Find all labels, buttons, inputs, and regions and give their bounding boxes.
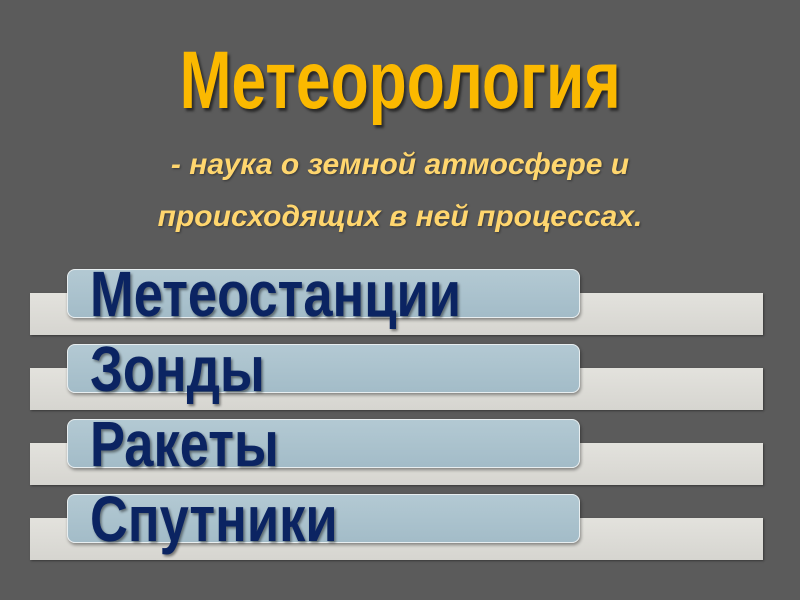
list-item: Ракеты	[67, 412, 580, 476]
list-item-label: Метеостанции	[90, 258, 462, 330]
subtitle-line-2: происходящих в ней процессах.	[157, 200, 643, 233]
subtitle-line-1: - наука о земной атмосфере и	[170, 148, 630, 181]
slide-title: Метеорология	[0, 34, 800, 128]
list-item-label: Спутники	[90, 483, 338, 555]
list-item-label: Ракеты	[90, 408, 279, 480]
slide-title-text: Метеорология	[179, 35, 621, 126]
list-item: Спутники	[67, 487, 580, 551]
list-item-label: Зонды	[90, 333, 265, 405]
list-item: Метеостанции	[67, 262, 580, 326]
list-item: Зонды	[67, 337, 580, 401]
